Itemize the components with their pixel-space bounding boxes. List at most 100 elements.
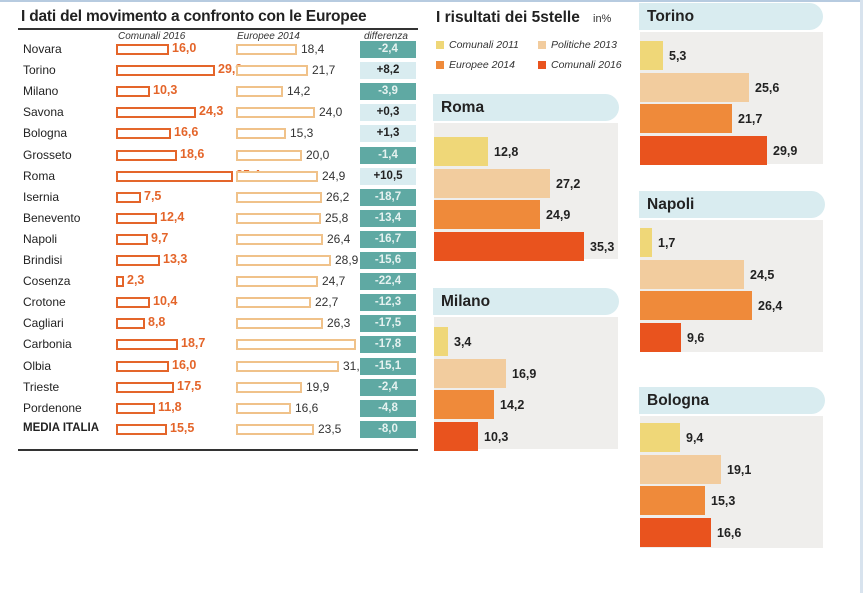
col-header-europee-2014: Europee 2014 xyxy=(237,31,300,42)
value-differenza: -18,7 xyxy=(360,188,416,206)
value-roma-3: 35,3 xyxy=(590,239,615,254)
legend-label: Comunali 2011 xyxy=(449,39,519,51)
row-city-label: Grosseto xyxy=(23,147,72,162)
bar-comunali-2016 xyxy=(116,360,169,372)
row-city-label: Cosenza xyxy=(23,274,71,289)
bar-torino-3 xyxy=(640,135,767,165)
bar-roma-1 xyxy=(434,168,550,198)
value-europee-2014: 16,6 xyxy=(295,400,319,415)
bar-comunali-2016 xyxy=(116,107,196,119)
value-europee-2014: 18,4 xyxy=(301,42,325,56)
value-roma-1: 27,2 xyxy=(556,176,581,191)
row-city-label: Carbonia xyxy=(23,337,72,352)
value-europee-2014: 20,0 xyxy=(306,147,330,162)
title-rule xyxy=(18,28,418,30)
value-comunali-2016: 11,8 xyxy=(158,399,182,414)
value-roma-2: 24,9 xyxy=(546,208,571,223)
bottom-rule xyxy=(18,449,418,451)
value-comunali-2016: 24,3 xyxy=(199,104,224,119)
value-napoli-3: 9,6 xyxy=(687,330,705,345)
legend-label: Comunali 2016 xyxy=(551,59,622,71)
bar-europee-2014 xyxy=(236,149,302,161)
row-city-label: Cagliari xyxy=(23,316,64,331)
value-europee-2014: 24,9 xyxy=(322,168,346,183)
legend-item: Comunali 2011 xyxy=(436,39,519,51)
bar-comunali-2016 xyxy=(116,191,141,203)
bar-bologna-1 xyxy=(640,454,721,484)
value-europee-2014: 15,3 xyxy=(290,126,314,141)
bar-comunali-2016 xyxy=(116,86,150,98)
bar-europee-2014 xyxy=(236,423,314,435)
bar-milano-3 xyxy=(434,421,478,451)
value-napoli-1: 24,5 xyxy=(750,267,775,282)
value-comunali-2016: 16,6 xyxy=(174,125,199,140)
value-comunali-2016: 13,3 xyxy=(163,252,188,266)
value-europee-2014: 26,2 xyxy=(326,189,350,204)
bar-milano-1 xyxy=(434,358,506,388)
bar-europee-2014 xyxy=(236,255,331,266)
bar-comunali-2016 xyxy=(116,170,233,182)
value-differenza: -22,4 xyxy=(360,273,416,291)
bar-bologna-2 xyxy=(640,486,705,516)
legend-item: Politiche 2013 xyxy=(538,39,617,51)
bar-europee-2014 xyxy=(236,212,321,224)
value-milano-0: 3,4 xyxy=(454,335,472,349)
legend-swatch xyxy=(436,61,444,69)
bar-comunali-2016 xyxy=(116,339,178,351)
bar-comunali-2016 xyxy=(116,381,174,393)
col-header-comunali-2016: Comunali 2016 xyxy=(118,31,186,42)
results-title: I risultati dei 5stelle xyxy=(436,9,580,26)
row-city-label: Milano xyxy=(23,84,59,99)
bar-torino-0 xyxy=(640,41,663,70)
bar-bologna-3 xyxy=(640,517,711,547)
bar-europee-2014 xyxy=(236,107,315,119)
bar-comunali-2016 xyxy=(116,402,155,414)
col-header-differenza: differenza xyxy=(364,31,408,42)
value-differenza: -2,4 xyxy=(360,378,416,396)
bar-europee-2014 xyxy=(236,233,323,245)
bar-comunali-2016 xyxy=(116,276,124,288)
bar-napoli-0 xyxy=(640,228,652,257)
value-europee-2014: 28,9 xyxy=(335,253,359,267)
value-torino-1: 25,6 xyxy=(755,80,780,95)
panel-roma-title: Roma xyxy=(433,94,619,121)
bar-comunali-2016 xyxy=(116,297,150,309)
row-city-label: Pordenone xyxy=(23,400,82,415)
row-city-label: Brindisi xyxy=(23,253,63,267)
bar-torino-1 xyxy=(640,72,749,102)
value-comunali-2016: 10,4 xyxy=(153,294,178,309)
value-comunali-2016: 8,8 xyxy=(148,315,166,330)
value-europee-2014: 21,7 xyxy=(312,63,336,78)
value-comunali-2016: 12,4 xyxy=(160,209,185,224)
value-bologna-2: 15,3 xyxy=(711,494,736,509)
row-city-label: Crotone xyxy=(23,295,66,310)
row-city-label: Roma xyxy=(23,168,56,183)
panel-milano-title: Milano xyxy=(433,288,619,315)
value-differenza: +10,5 xyxy=(360,167,416,185)
value-comunali-2016: 10,3 xyxy=(153,83,178,98)
value-europee-2014: 19,9 xyxy=(306,379,330,394)
right-border xyxy=(860,0,863,593)
bar-milano-2 xyxy=(434,390,494,420)
bar-comunali-2016 xyxy=(116,212,157,224)
value-milano-3: 10,3 xyxy=(484,429,509,444)
legend-swatch xyxy=(538,41,546,49)
value-differenza: -16,7 xyxy=(360,230,416,248)
bar-europee-2014 xyxy=(236,170,318,182)
bar-napoli-1 xyxy=(640,259,744,289)
bar-napoli-2 xyxy=(640,291,752,321)
value-europee-2014: 23,5 xyxy=(318,421,342,436)
table-title: I dati del movimento a confronto con le … xyxy=(21,8,367,25)
row-city-label: MEDIA ITALIA xyxy=(23,421,100,434)
value-comunali-2016: 16,0 xyxy=(172,357,197,372)
value-europee-2014: 26,3 xyxy=(327,316,351,331)
legend-swatch xyxy=(538,61,546,69)
legend-item: Europee 2014 xyxy=(436,59,515,71)
legend-label: Politiche 2013 xyxy=(551,39,617,51)
row-city-label: Napoli xyxy=(23,231,58,246)
panel-napoli-title: Napoli xyxy=(639,191,825,218)
value-comunali-2016: 18,7 xyxy=(181,336,206,351)
bar-europee-2014 xyxy=(236,381,302,393)
value-differenza: -12,3 xyxy=(360,294,416,312)
value-differenza: -2,4 xyxy=(360,41,416,58)
